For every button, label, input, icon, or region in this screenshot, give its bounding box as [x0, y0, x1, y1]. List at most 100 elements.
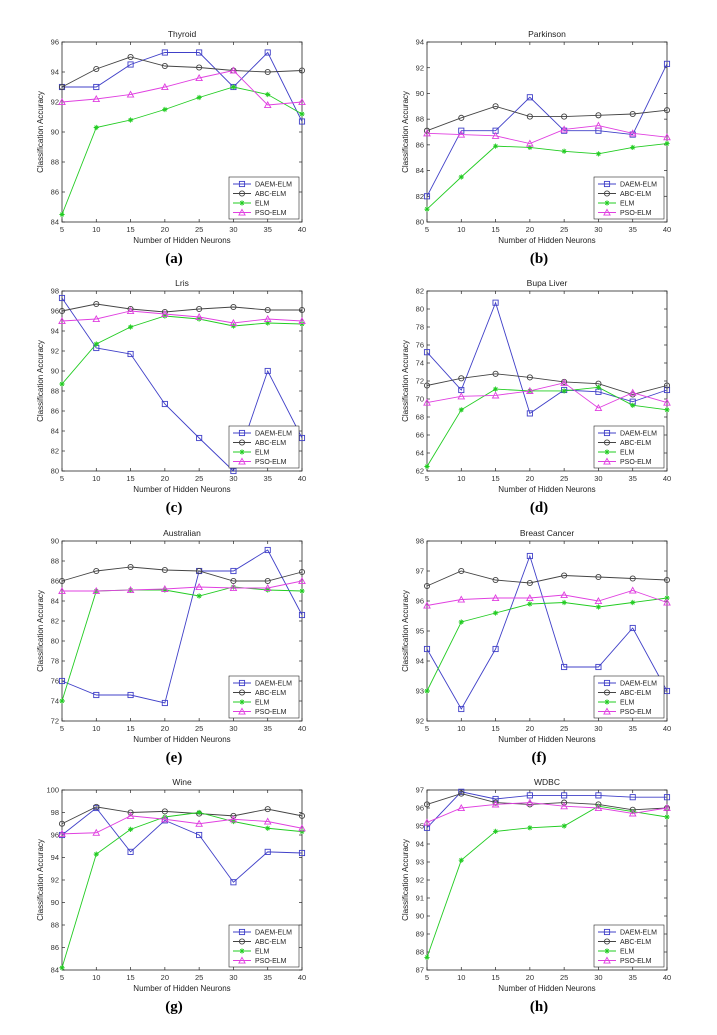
data-point [195, 582, 203, 591]
legend-marker [604, 699, 610, 705]
y-tick-label: 93 [416, 687, 424, 696]
data-point [126, 306, 135, 315]
data-point [628, 586, 637, 594]
y-tick-label: 84 [416, 166, 424, 175]
x-tick-label: 35 [629, 225, 637, 234]
legend-marker [238, 956, 246, 964]
series-line [426, 105, 668, 132]
chart-panel-2: Parkinson 5 10 15 20 25 30 35 40 80 82 84 86 88 90 92 94… [401, 29, 671, 267]
series-line [426, 793, 668, 811]
x-tick-label: 15 [126, 724, 134, 733]
data-point [527, 144, 533, 151]
data-point [265, 825, 271, 831]
data-point [560, 125, 568, 133]
panel-label: (b) [530, 251, 548, 267]
series-line [62, 51, 303, 122]
data-point [196, 567, 203, 575]
series-line [61, 315, 303, 385]
data-point [299, 588, 305, 594]
data-point [264, 367, 271, 375]
x-tick-label: 15 [491, 973, 499, 982]
data-point [663, 398, 671, 406]
data-point [263, 817, 272, 825]
legend-marker [238, 208, 246, 216]
data-point [93, 567, 100, 575]
x-tick-label: 10 [92, 973, 100, 982]
y-tick-label: 72 [51, 717, 59, 726]
series-line [61, 86, 303, 215]
data-point [664, 140, 670, 147]
data-point [92, 828, 101, 836]
data-point [491, 800, 500, 808]
data-point [161, 49, 168, 56]
legend-marker [604, 200, 610, 206]
x-tick-label: 10 [457, 973, 465, 982]
panel-label: (e) [166, 750, 183, 766]
legend: DAEM-ELM ABC-ELM ELM PSO-ELM [593, 924, 665, 968]
data-point [424, 954, 430, 960]
data-point [298, 67, 306, 74]
data-point [526, 374, 533, 381]
x-axis-label: Number of Hidden Neurons [498, 485, 595, 494]
data-point [196, 94, 202, 101]
data-point [58, 586, 66, 595]
legend-marker [238, 689, 246, 696]
legend-entry: PSO-ELM [255, 958, 287, 965]
series-line [61, 807, 303, 883]
series-daem-elm [423, 788, 671, 831]
series-line [426, 570, 668, 587]
data-point [663, 386, 671, 394]
data-point [492, 828, 499, 834]
data-point [58, 316, 66, 325]
data-point [423, 349, 431, 356]
series-line [61, 310, 303, 324]
y-tick-label: 84 [51, 427, 59, 436]
x-axis-label: Number of Hidden Neurons [133, 485, 230, 494]
data-point [127, 691, 134, 699]
data-point [561, 599, 567, 606]
legend-entry: PSO-ELM [620, 958, 652, 965]
data-point [527, 825, 533, 831]
x-tick-label: 10 [457, 474, 465, 483]
x-tick-label: 10 [457, 724, 465, 733]
series-daem-elm [423, 552, 671, 713]
data-point [264, 49, 271, 56]
x-tick-label: 20 [161, 474, 169, 483]
data-point [58, 83, 66, 91]
series-line [426, 63, 668, 197]
series-line [61, 303, 302, 313]
data-point [492, 610, 499, 616]
y-tick-label: 97 [416, 567, 424, 576]
y-tick-label: 80 [51, 637, 59, 646]
series-pso-elm [58, 811, 306, 837]
data-point [196, 434, 203, 442]
legend-marker [239, 948, 245, 954]
legend: DAEM-ELM ABC-ELM ELM PSO-ELM [593, 675, 665, 719]
data-point [458, 619, 464, 625]
data-point [526, 798, 534, 806]
y-tick-label: 87 [416, 966, 424, 975]
x-tick-label: 40 [298, 973, 306, 982]
data-point [264, 306, 271, 314]
x-tick-label: 30 [594, 474, 602, 483]
data-point [265, 91, 271, 98]
data-point [663, 576, 671, 584]
data-point [264, 577, 271, 585]
x-tick-label: 25 [560, 973, 568, 982]
y-tick-label: 74 [416, 359, 424, 368]
y-axis-label: Classification Accuracy [36, 91, 45, 173]
x-tick-label: 35 [629, 724, 637, 733]
data-point [196, 809, 202, 816]
y-tick-label: 78 [51, 657, 59, 666]
y-tick-label: 96 [51, 38, 59, 47]
y-tick-label: 92 [51, 98, 59, 107]
x-tick-label: 10 [92, 225, 100, 234]
series-elm [424, 595, 670, 694]
data-point [595, 573, 602, 581]
y-tick-label: 96 [51, 307, 59, 316]
legend-entry: ABC-ELM [620, 939, 651, 946]
panel-label: (f) [532, 750, 547, 766]
data-point [195, 312, 203, 321]
x-tick-label: 5 [60, 724, 64, 733]
y-tick-label: 80 [416, 218, 424, 227]
